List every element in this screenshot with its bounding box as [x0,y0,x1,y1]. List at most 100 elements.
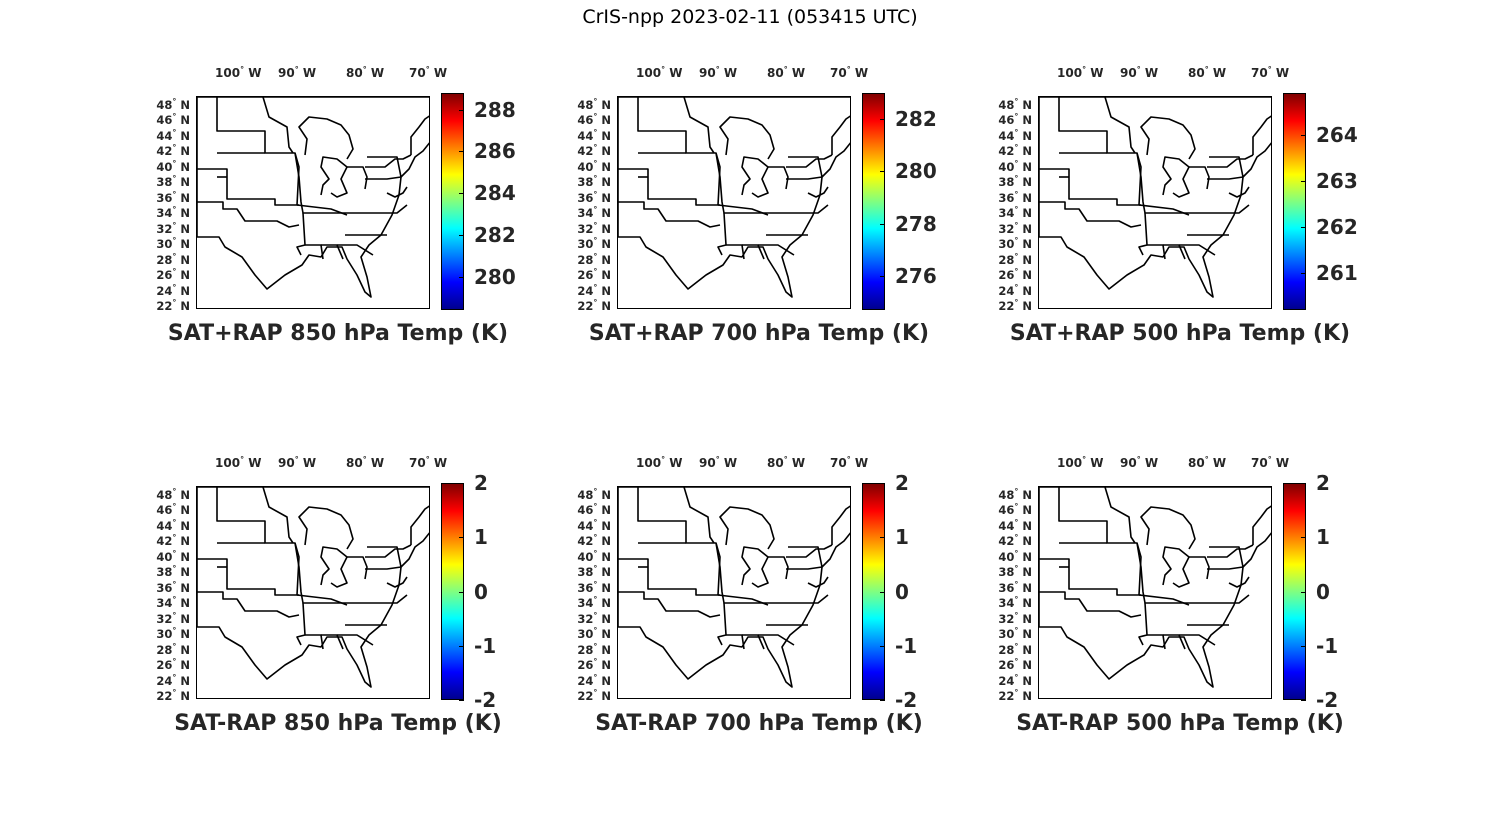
longitude-suffix: W [1090,66,1104,80]
colorbar-tick-mark [459,193,464,195]
latitude-suffix: N [1022,283,1032,298]
latitude-tick-label: 26° N [156,657,190,672]
latitude-tick-value: 46 [998,503,1015,518]
colorbar-tick-label: 2 [474,471,488,495]
figure-title: CrIS-npp 2023-02-11 (053415 UTC) [582,6,918,28]
colorbar-tick-mark [1301,273,1306,275]
latitude-tick-value: 26 [577,267,594,282]
latitude-tick-value: 36 [998,190,1015,205]
colorbar-tick-mark [880,700,885,701]
longitude-tick-label: 80° W [1188,65,1227,80]
longitude-tick-value: 70 [409,456,426,470]
latitude-suffix: N [601,128,611,143]
latitude-tick-value: 40 [577,549,594,564]
latitude-tick-label: 28° N [156,251,190,267]
longitude-suffix: W [370,66,385,80]
state-border-line [320,156,348,198]
longitude-tick-value: 80 [346,66,363,80]
latitude-tick-value: 28 [998,642,1015,657]
latitude-tick-label: 30° N [577,626,611,641]
latitude-suffix: N [1022,503,1032,518]
colorbar-tick-mark [880,119,885,121]
longitude-tick-value: 80 [1188,456,1205,470]
state-border-line [1039,201,1142,228]
latitude-tick-value: 24 [998,673,1015,688]
latitude-tick-value: 32 [156,221,173,236]
longitude-tick-value: 70 [1251,456,1268,470]
colorbar-tick-mark [1301,645,1306,647]
latitude-tick-label: 44° N [577,127,611,143]
latitude-suffix: N [180,534,190,549]
latitude-tick-value: 40 [156,549,173,564]
state-border-line [715,542,829,604]
latitude-tick-value: 42 [577,534,594,549]
colorbar-tick-mark [459,645,464,647]
colorbar-tick-label: 263 [1316,168,1358,193]
state-border-line [741,156,769,198]
longitude-tick-label: 100° W [636,65,683,80]
latitude-tick-label: 24° N [577,672,611,688]
latitude-tick-value: 24 [156,283,173,298]
latitude-tick-value: 30 [577,626,594,641]
state-border-line [1179,634,1216,646]
latitude-tick-label: 22° N [577,688,611,703]
colorbar-tick-label: -1 [474,633,497,658]
latitude-tick-value: 26 [156,267,173,282]
state-border-line [741,546,769,588]
state-border-line [786,154,833,168]
latitude-tick-label: 46° N [156,112,190,128]
state-border-line [365,156,402,180]
colorbar-tick-label: 1 [474,525,488,550]
colorbar-tick-label: -2 [474,688,497,712]
state-border-line [347,166,368,190]
state-border-line [197,201,300,228]
latitude-suffix: N [180,518,190,533]
latitude-tick-label: 36° N [156,579,190,595]
longitude-tick-label: 70° W [830,65,869,80]
map-plot-area [1038,96,1272,309]
state-border-line [197,591,300,618]
latitude-suffix: N [601,611,611,626]
longitude-tick-value: 90 [278,456,295,470]
longitude-tick-value: 100 [215,66,241,80]
latitude-tick-value: 42 [577,144,594,159]
longitude-tick-value: 100 [636,456,662,470]
state-border-line [637,97,721,206]
panel-title: SAT+RAP 850 hPa Temp (K) [167,321,509,346]
state-border-line [719,116,775,160]
longitude-tick-value: 90 [699,66,716,80]
latitude-suffix: N [1022,657,1032,672]
latitude-tick-value: 30 [998,236,1015,251]
state-border-line [365,546,402,570]
longitude-tick-label: 100° W [1057,65,1104,80]
longitude-tick-label: 100° W [636,455,683,470]
longitude-tick-label: 80° W [1188,455,1227,470]
map-plot-area [617,96,851,309]
state-border-line [1104,487,1136,544]
latitude-tick-value: 38 [156,175,173,190]
longitude-suffix: W [1144,456,1159,470]
state-border-line [1207,546,1244,570]
latitude-tick-label: 28° N [156,641,190,657]
state-border-line [337,634,374,646]
latitude-tick-value: 38 [577,565,594,580]
state-border-line [262,97,294,154]
latitude-tick-label: 48° N [577,97,611,112]
longitude-suffix: W [1090,456,1104,470]
latitude-tick-label: 26° N [998,267,1032,282]
longitude-suffix: W [854,66,869,80]
latitude-tick-label: 22° N [998,688,1032,703]
latitude-suffix: N [601,144,611,159]
us-state-borders [618,487,850,688]
colorbar-tick-mark [880,537,885,539]
latitude-tick-value: 32 [998,221,1015,236]
longitude-suffix: W [1275,66,1290,80]
colorbar-tick-label: 284 [474,181,516,206]
latitude-suffix: N [180,175,190,190]
latitude-tick-label: 26° N [998,657,1032,672]
latitude-suffix: N [1022,534,1032,549]
latitude-tick-value: 48 [998,97,1015,112]
longitude-tick-value: 90 [1120,66,1137,80]
colorbar-tick-label: 278 [895,211,937,236]
latitude-tick-value: 42 [998,144,1015,159]
